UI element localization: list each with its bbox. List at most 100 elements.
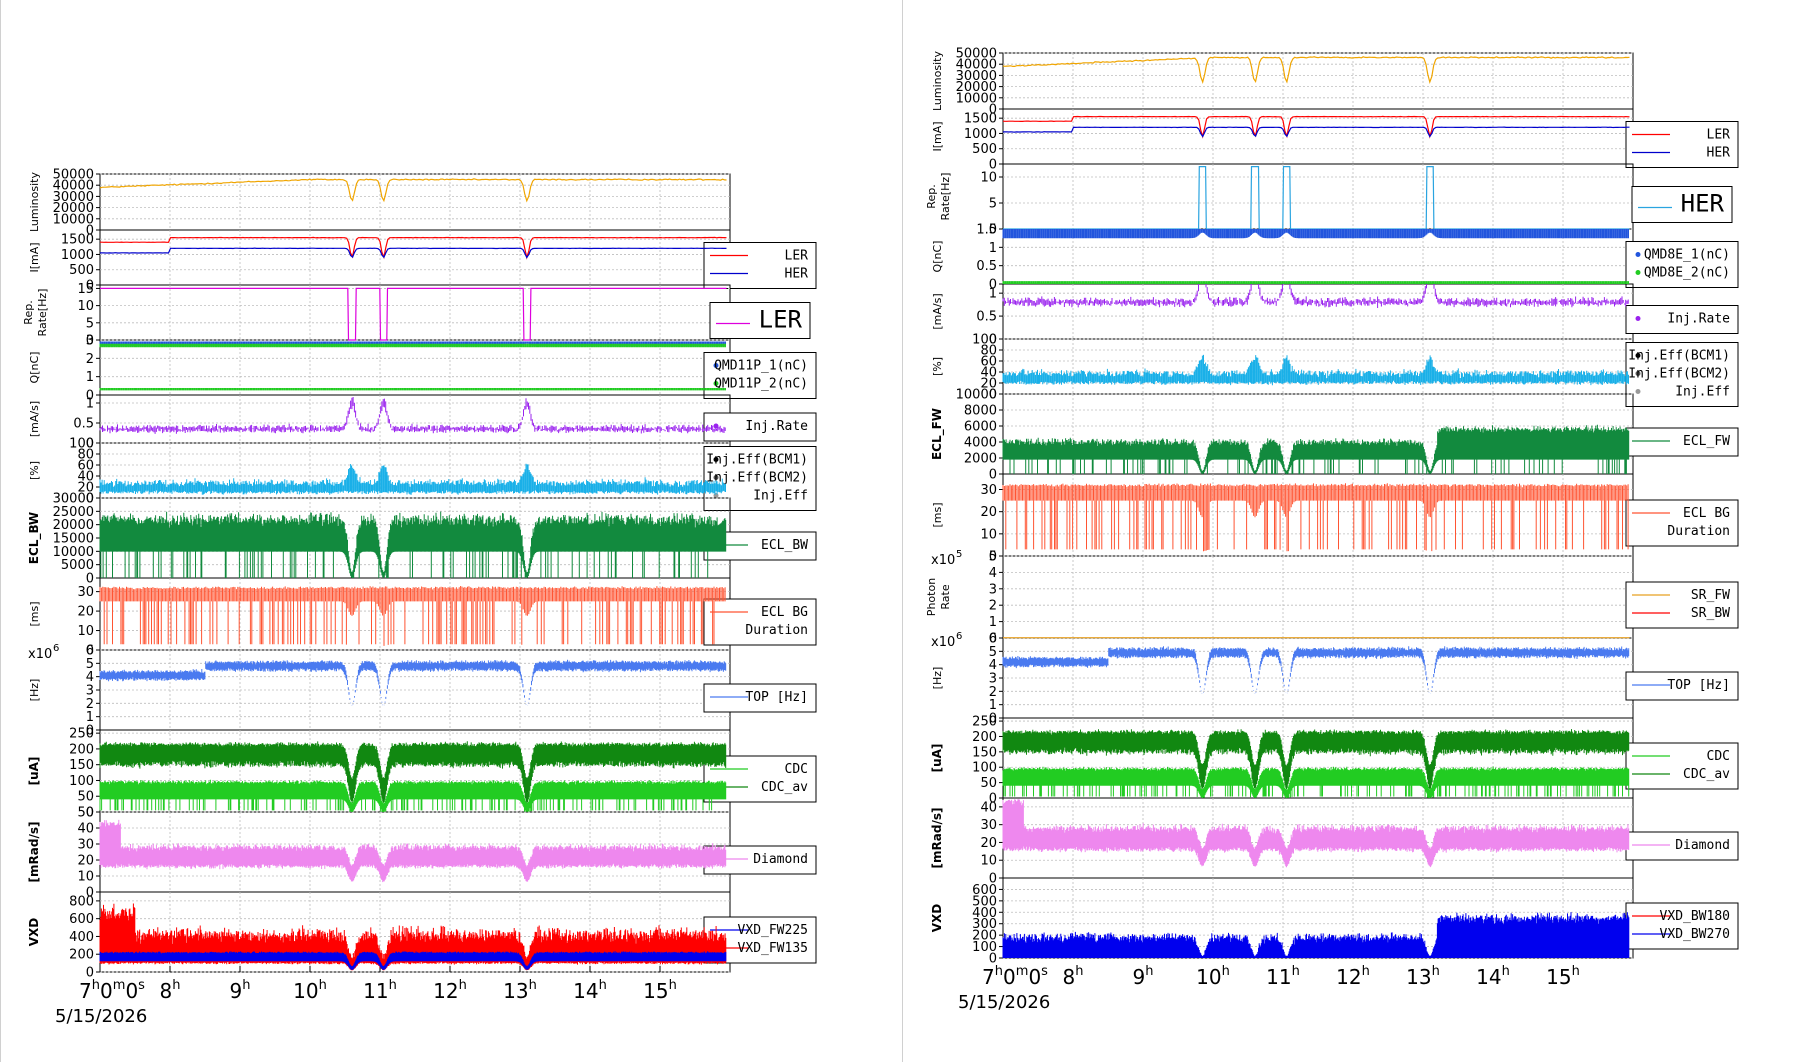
panel-3: 10 5 0 Rep. Rate[Hz] HER [925, 163, 1733, 238]
panel-frame [1002, 717, 1634, 799]
legend-4: QMD11P_1(nC) QMD11P_2(nC) [703, 352, 817, 399]
y-tick-label: 20 [980, 377, 997, 392]
y-tick-label: 20 [980, 505, 997, 520]
y-tick-label: 10000 [956, 91, 997, 106]
x-tick-label: 8h [160, 978, 181, 1003]
y-tick-label: 0 [989, 872, 997, 887]
y-tick-label: 10 [77, 624, 94, 639]
panel-traces [1002, 56, 1630, 84]
y-tick-label: 1 [86, 710, 94, 725]
legend-entry: Inj.Eff [753, 489, 808, 504]
y-axis-label: ECL_FW [930, 408, 945, 460]
y-tick-label: 20000 [53, 201, 94, 216]
diamond-trace [1002, 799, 1630, 868]
x-tick-label: 13h [503, 978, 537, 1003]
her-current-trace [100, 247, 727, 259]
legend-9: TOP [Hz] [703, 683, 817, 713]
luminosity-trace [99, 178, 727, 203]
panel-frame [1002, 283, 1634, 340]
legend-entry: CDC [1707, 749, 1730, 764]
y-tick-label: 500 [972, 894, 997, 909]
panel-traces [1002, 646, 1630, 694]
y-tick-label: 1 [989, 287, 997, 302]
y-tick-label: 20 [980, 836, 997, 851]
legend-marker [1635, 389, 1641, 394]
legend-entry: VXD_FW135 [738, 941, 808, 956]
y-tick-label: 0 [989, 712, 997, 727]
y-tick-label: 0 [86, 806, 94, 821]
legend-marker [713, 493, 719, 498]
y-tick-label: 3 [86, 684, 94, 699]
legend-entry: QMD8E_1(nC) [1644, 248, 1730, 263]
legend-10: TOP [Hz] [1625, 671, 1739, 701]
y-tick-label: 1 [989, 698, 997, 713]
y-tick-label: 100 [972, 940, 997, 955]
y-axis-label: Rep. [925, 184, 938, 208]
y-tick-label: 0 [989, 103, 997, 118]
x-axis: 7h0m0s 8h 9h 10h 11h 12h 13h 14h 15h 5/15/2026 [958, 952, 1580, 1013]
y-tick-label: 1500 [964, 112, 997, 127]
legend-box [1625, 241, 1739, 288]
legend-4: QMD8E_1(nC) QMD8E_2(nC) [1625, 241, 1739, 288]
legend-entry: Inj.Eff(BCM1) [706, 453, 808, 468]
x-tick-label: 7h0m0s [982, 964, 1048, 989]
y-tick-label: 50 [77, 806, 94, 821]
luminosity-trace [1002, 56, 1630, 84]
legend-5: Inj.Rate [703, 412, 817, 442]
legend-3: HER [1631, 186, 1733, 223]
y-tick-label: 30000 [956, 69, 997, 84]
legend-entry: ECL_BW [761, 538, 808, 553]
y-tick-label: 400 [972, 906, 997, 921]
y-tick-label: 20000 [53, 518, 94, 533]
y-axis-label: Rate[Hz] [939, 173, 952, 221]
y-tick-label: 1500 [61, 233, 94, 248]
legend-6: Inj.Eff(BCM1) Inj.Eff(BCM2) Inj.Eff [1625, 342, 1739, 407]
y-tick-label: 0.5 [976, 259, 997, 274]
y-axis-label: VXD [27, 918, 41, 947]
panel-8: 30 20 10 0 [ms] ECL BG Duration [931, 473, 1739, 565]
y-tick-label: 600 [69, 912, 94, 927]
vxd-fw225-trace [99, 951, 727, 970]
legend-entry: CDC [785, 762, 808, 777]
y-tick-label: 20 [77, 854, 94, 869]
y-tick-label: 0 [86, 279, 94, 294]
panel-traces [1002, 115, 1630, 139]
y-tick-label: 6 [86, 644, 94, 659]
y-axis-label: Luminosity [28, 172, 41, 232]
legend-2: LER HER [1625, 121, 1739, 168]
panel-6: 100806040200[%]Inj.Eff(BCM1)Inj.Eff(BCM2… [931, 333, 1739, 407]
legend-entry: HER [785, 267, 809, 282]
y-axis-label: [Hz] [931, 667, 944, 690]
y-axis-label: [%] [931, 357, 944, 376]
legend-marker [1635, 316, 1641, 321]
y-tick-label: 6 [989, 632, 997, 647]
legend-entry: Inj.Rate [745, 419, 808, 434]
y-tick-label: 1 [86, 370, 94, 385]
panel-traces [99, 819, 727, 883]
panel-traces [1002, 483, 1629, 552]
vxd-fw135-trace [99, 903, 727, 971]
y-tick-label: 5 [86, 657, 94, 672]
y-tick-label: 3 [86, 334, 94, 349]
y-tick-label: 0 [86, 572, 94, 587]
panel-traces [99, 511, 727, 578]
inj-rate-trace [1002, 284, 1629, 308]
charge-2-trace [99, 388, 726, 391]
x-tick-label: 14h [573, 978, 607, 1003]
legend-5: Inj.Rate [1625, 305, 1739, 334]
y-multiplier-exponent: 6 [956, 631, 962, 642]
panel-traces [1002, 424, 1630, 474]
panel-traces [1002, 354, 1629, 386]
y-tick-label: 60 [77, 459, 94, 474]
y-tick-label: 0 [989, 550, 997, 565]
charge-1-trace [1002, 229, 1629, 239]
y-tick-label: 5 [989, 645, 997, 660]
panel-3: 15 10 5 0 Rep. Rate[Hz] LER [22, 282, 811, 349]
panel-8: 30 20 10 0 [ms] ECL BG Duration [28, 577, 817, 659]
y-tick-label: 0 [989, 468, 997, 483]
y-tick-label: 1.5 [976, 223, 997, 238]
legend-entry: ECL BG [761, 605, 808, 620]
panel-traces [99, 741, 727, 812]
legend-entry: LER [785, 249, 809, 264]
